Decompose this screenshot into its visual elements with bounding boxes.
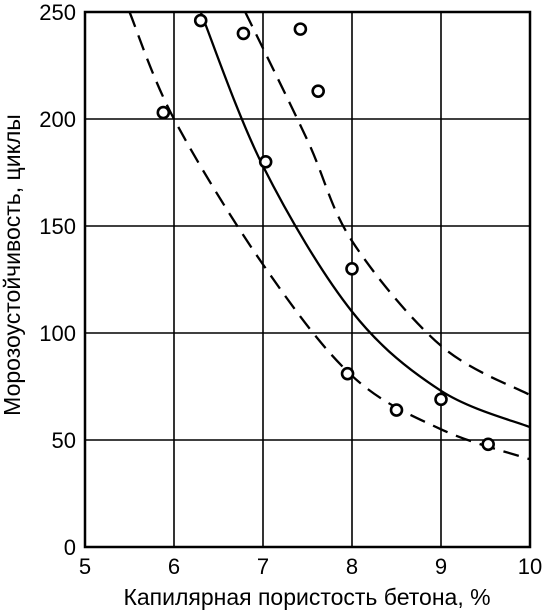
x-tick-label-3: 8 [346,554,358,579]
plot-frame [83,10,532,549]
x-axis-label: Капилярная пористость бетона, % [123,584,490,610]
data-point [481,437,495,452]
y-tick-label-4: 200 [39,107,76,132]
data-point [389,403,404,417]
dashed-bound-line-2 [128,11,531,461]
data-point [293,22,308,36]
y-tick-label-2: 100 [39,321,76,346]
x-tick-label-1: 6 [168,554,180,579]
grid [85,12,530,547]
data-point [156,105,171,120]
data-point [340,366,355,381]
x-tick-label-2: 7 [257,554,269,579]
y-tick-label-0: 0 [64,535,76,560]
data-point [311,84,325,98]
data-point [345,261,359,276]
y-tick-label-5: 250 [39,0,76,25]
data-point [193,13,208,28]
curves [128,11,531,461]
data-points [156,13,495,452]
x-tick-label-4: 9 [435,554,447,579]
dashed-bound-line-1 [244,11,531,397]
data-point [434,392,448,407]
y-tick-label-3: 150 [39,214,76,239]
x-tick-label-5: 10 [518,554,542,579]
solid-fit-line [199,11,531,429]
y-tick-label-1: 50 [52,428,76,453]
data-point [258,155,273,169]
data-point [236,26,251,41]
y-axis-label: Морозоустойчивость, циклы [0,114,25,416]
x-tick-label-0: 5 [79,554,91,579]
